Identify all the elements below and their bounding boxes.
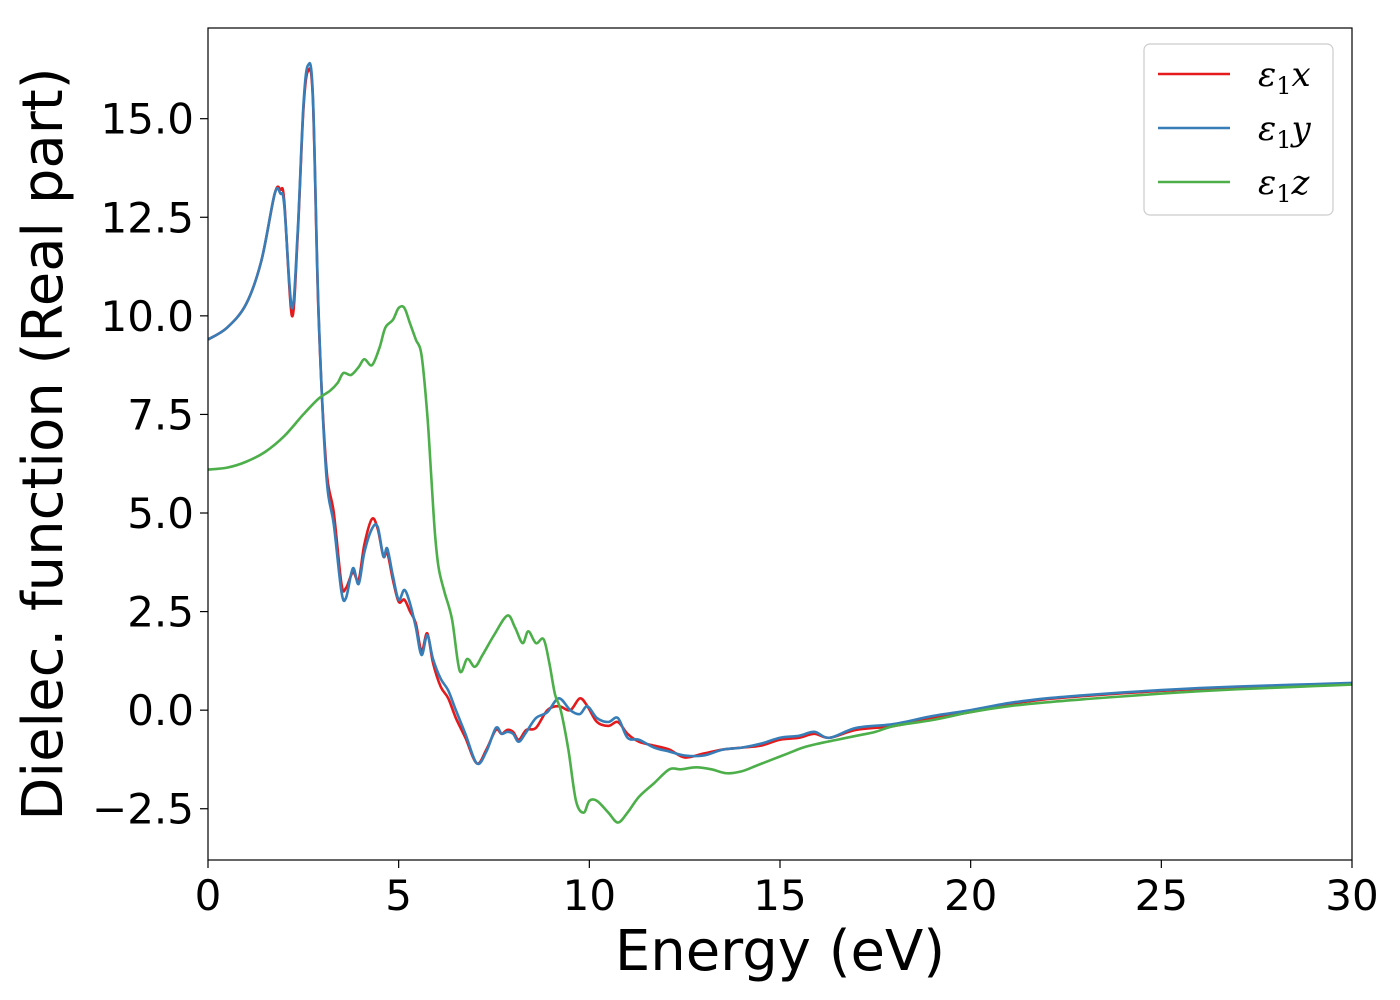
legend-box: [1143, 43, 1334, 216]
x-tick-label: 10: [563, 871, 616, 920]
series-line-z: [208, 304, 1352, 824]
y-tick-label: 12.5: [100, 193, 194, 242]
x-tick-label: 15: [753, 871, 806, 920]
y-tick-label: 15.0: [100, 95, 194, 144]
x-tick-label: 5: [385, 871, 412, 920]
y-tick-label: −2.5: [92, 785, 194, 834]
y-tick-label: 7.5: [127, 390, 194, 439]
x-axis-ticks: 0 5 10 15 20 25 30: [195, 860, 1379, 920]
y-tick-label: 10.0: [100, 292, 194, 341]
y-axis-ticks: −2.5 0.0 2.5 5.0 7.5 10.0 12.5 15.0: [92, 95, 208, 834]
x-tick-label: 0: [195, 871, 222, 920]
y-tick-label: 5.0: [127, 489, 194, 538]
y-axis-title: Dielec. function (Real part): [11, 67, 76, 820]
x-tick-label: 20: [944, 871, 997, 920]
series-layer: [208, 61, 1352, 824]
legend-label-z: ε1z: [1258, 163, 1311, 208]
x-tick-label: 25: [1135, 871, 1188, 920]
legend-label-x: ε1x: [1258, 55, 1311, 100]
y-tick-label: 0.0: [127, 686, 194, 735]
x-axis-title: Energy (eV): [615, 919, 945, 984]
series-line-y: [208, 61, 1352, 766]
y-tick-label: 2.5: [127, 588, 194, 637]
x-tick-label: 30: [1325, 871, 1378, 920]
legend: ε1x ε1y ε1z: [1143, 43, 1334, 216]
legend-label-y: ε1y: [1258, 109, 1312, 154]
